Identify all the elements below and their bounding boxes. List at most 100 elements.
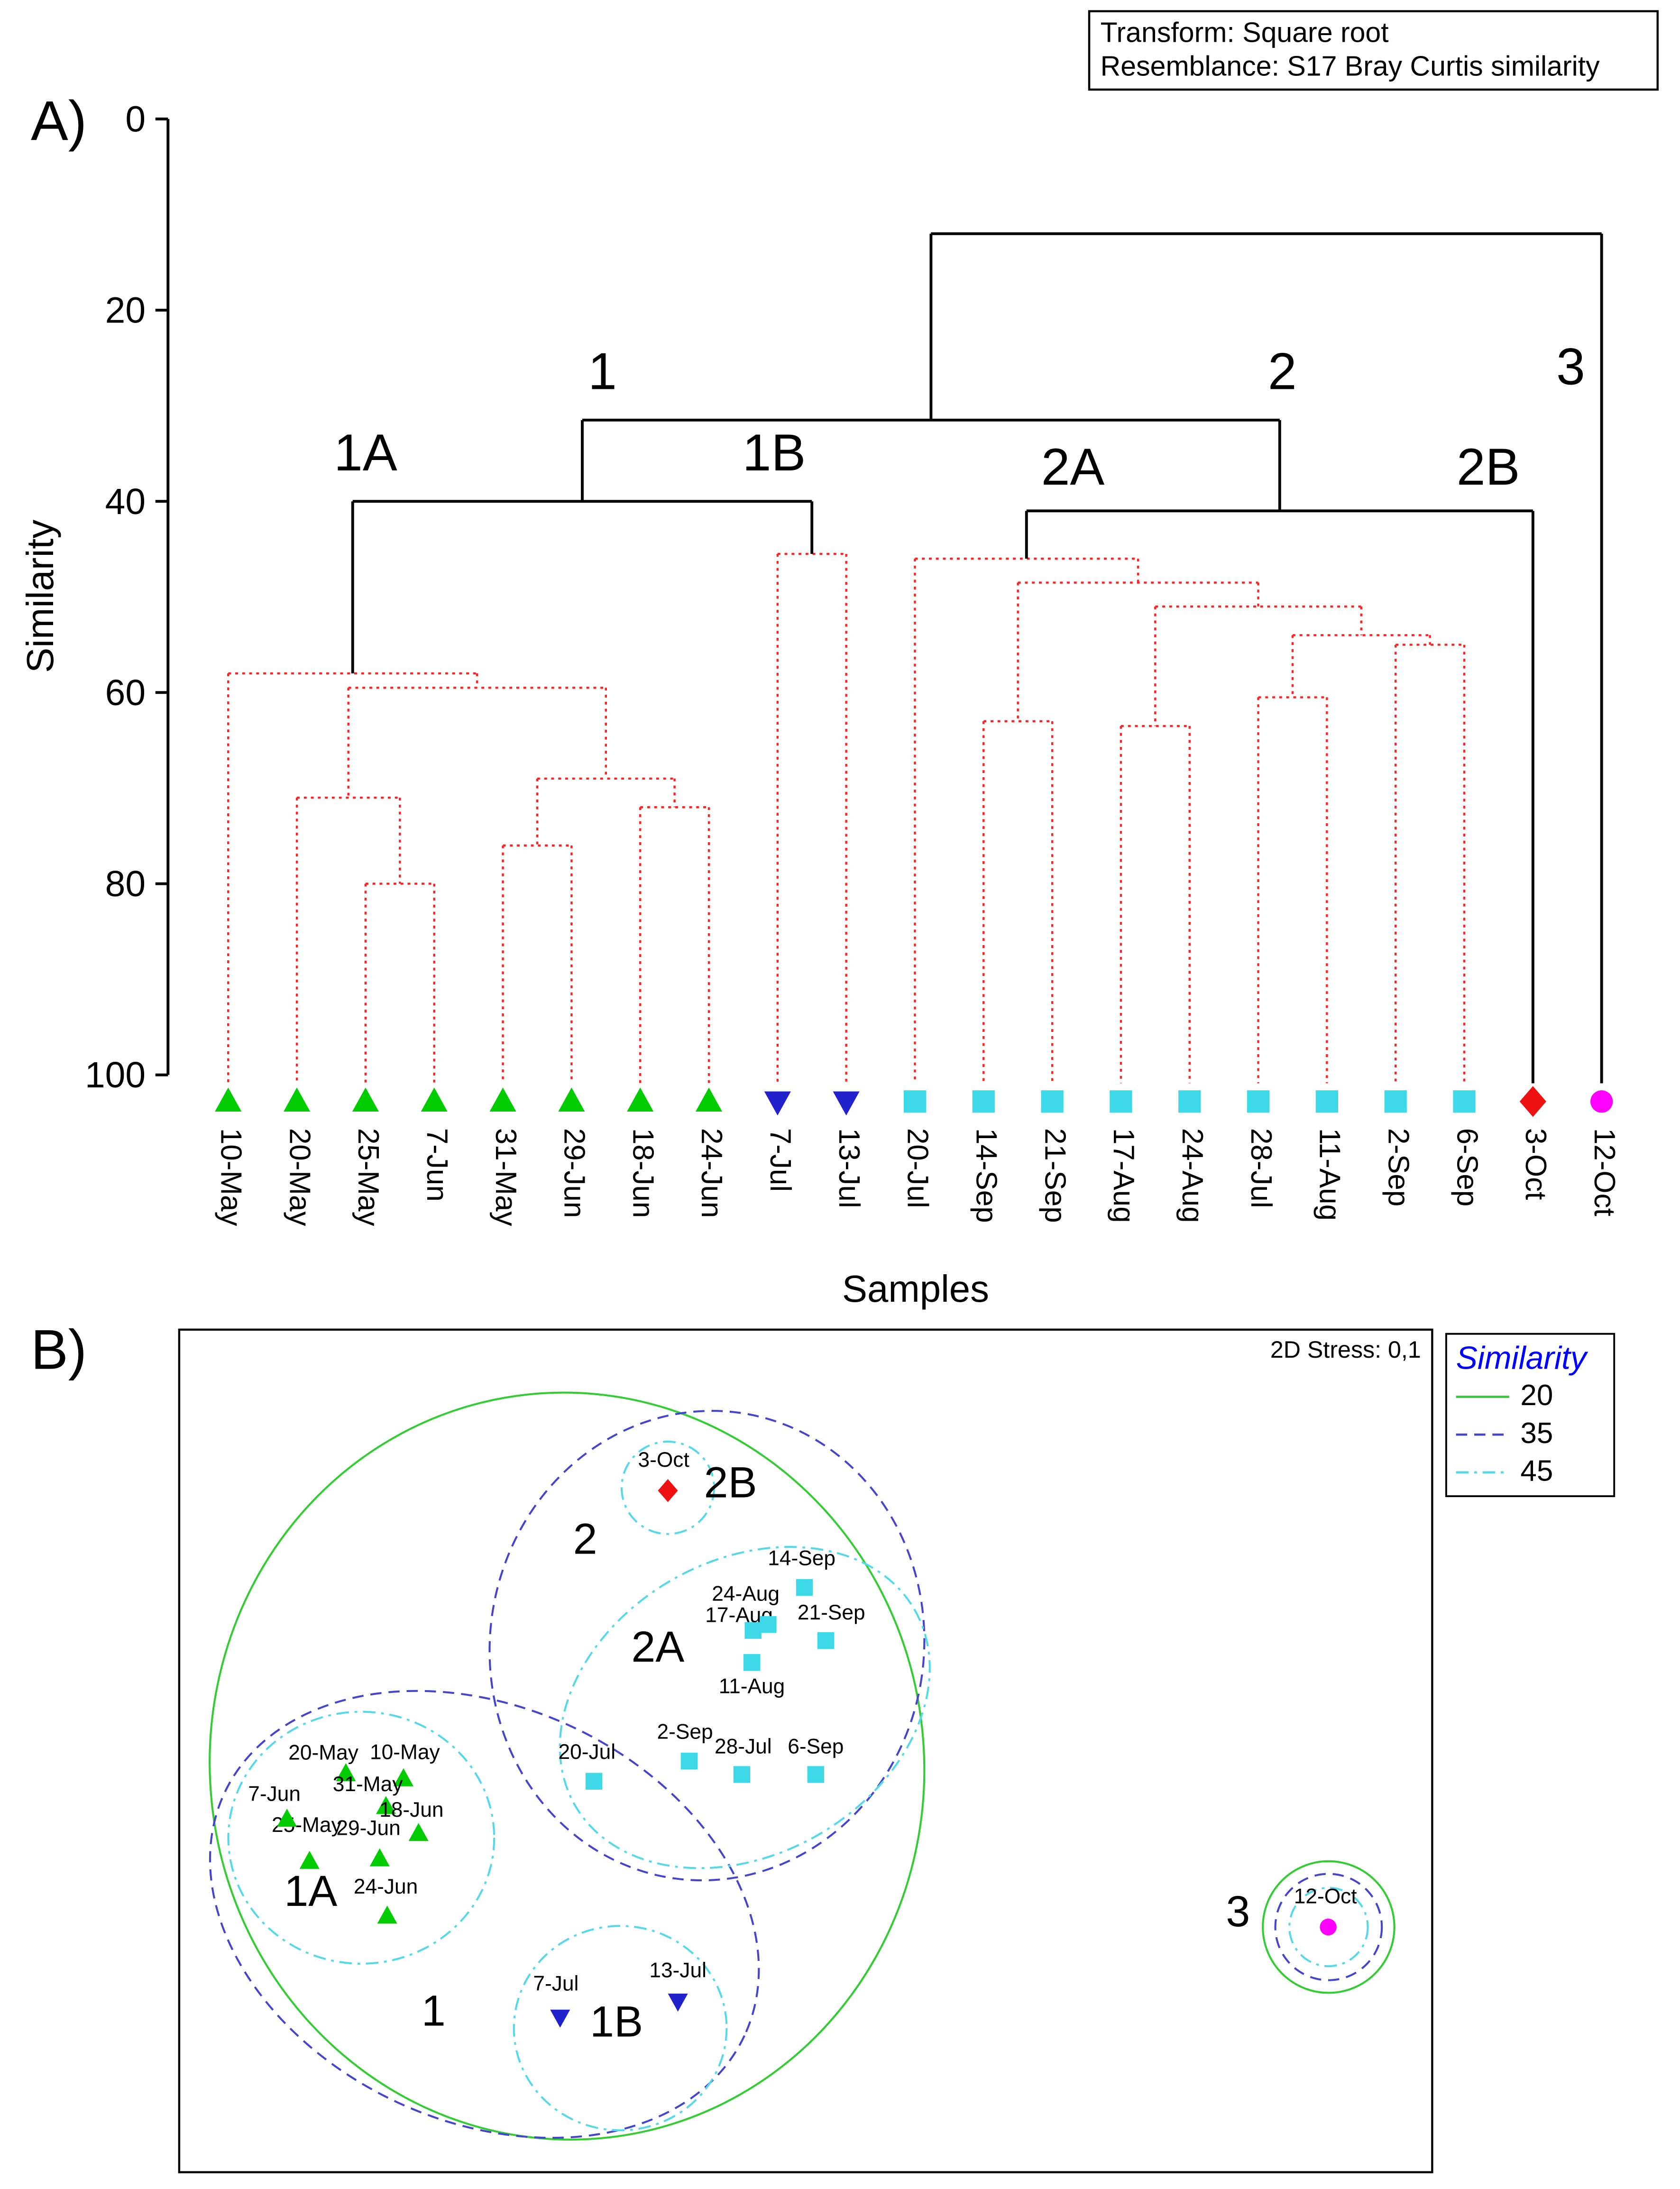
sample-marker — [284, 1087, 311, 1112]
sample-marker — [833, 1091, 860, 1116]
similarity-contour-45 — [559, 1545, 931, 1869]
mds-point-label: 28-Jul — [715, 1735, 772, 1758]
stress-label: 2D Stress: 0,1 — [1270, 1336, 1421, 1363]
similarity-contour-20 — [1262, 1860, 1395, 1994]
mds-point — [658, 1479, 678, 1502]
similarity-contour-45 — [620, 1440, 716, 1535]
sample-label: 31-May — [489, 1128, 522, 1226]
sample-marker — [1315, 1090, 1338, 1113]
mds-legend: Similarity 20 35 45 — [1445, 1333, 1616, 1497]
mds-point — [277, 1808, 297, 1827]
mds-point-label: 2-Sep — [657, 1720, 713, 1743]
sample-marker — [972, 1090, 995, 1113]
mds-point-label: 6-Sep — [788, 1735, 844, 1758]
y-axis-tick-label: 20 — [105, 291, 146, 331]
mds-point-label: 12-Oct — [1294, 1885, 1357, 1908]
sample-label: 10-May — [214, 1128, 247, 1226]
mds-point-label: 18-Jun — [379, 1798, 443, 1821]
mds-point — [393, 1768, 413, 1786]
mds-point — [377, 1905, 397, 1924]
panel-a-label: A) — [31, 90, 87, 152]
mds-point-label: 3-Oct — [638, 1448, 689, 1472]
y-axis-tick-label: 0 — [125, 99, 146, 139]
mds-point — [744, 1622, 762, 1639]
sample-label: 6-Sep — [1450, 1128, 1483, 1206]
cluster-label: 3 — [1226, 1887, 1250, 1936]
sample-label: 11-Aug — [1313, 1128, 1346, 1221]
legend-border — [1445, 1333, 1616, 1497]
mds-point-label: 24-Jun — [354, 1875, 418, 1898]
mds-point-label: 31-May — [333, 1773, 403, 1796]
sample-marker — [1590, 1090, 1613, 1113]
mds-point-label: 10-May — [370, 1741, 440, 1764]
sample-label: 2-Sep — [1382, 1128, 1414, 1206]
mds-point-label: 13-Jul — [649, 1959, 707, 1982]
cluster-label: 1B — [590, 1998, 643, 2046]
y-axis-tick-label: 40 — [105, 482, 146, 522]
mds-point — [299, 1850, 320, 1869]
mds-point — [369, 1848, 390, 1867]
annotation-box-border — [1088, 10, 1659, 91]
sample-label: 20-May — [283, 1128, 316, 1226]
cluster-label: 2 — [573, 1515, 597, 1563]
sample-label: 17-Aug — [1107, 1128, 1140, 1223]
sample-marker — [215, 1087, 242, 1112]
sample-marker — [489, 1087, 516, 1112]
sample-marker — [421, 1087, 448, 1112]
transform-note: Transform: Square root — [1101, 17, 1389, 48]
cluster-label: 2A — [631, 1623, 684, 1671]
mds-point — [336, 1763, 356, 1782]
legend-entry-label: 20 — [1520, 1379, 1553, 1412]
sample-marker — [1041, 1090, 1064, 1113]
sample-marker — [352, 1087, 379, 1112]
cluster-label: 1B — [743, 424, 806, 482]
sample-marker — [903, 1090, 927, 1113]
mds-point — [668, 1993, 688, 2012]
mds-point — [807, 1766, 825, 1783]
sample-label: 3-Oct — [1519, 1128, 1552, 1200]
y-axis-tick-label: 100 — [85, 1055, 146, 1095]
sample-marker — [764, 1091, 791, 1116]
sample-label: 12-Oct — [1588, 1128, 1621, 1216]
mds-point-label: 11-Aug — [719, 1675, 785, 1698]
mds-point-label: 7-Jun — [248, 1783, 301, 1806]
sample-marker — [1110, 1090, 1132, 1113]
similarity-contour-20 — [209, 1391, 926, 2141]
sample-label: 14-Sep — [970, 1128, 1003, 1223]
similarity-contour-45 — [227, 1711, 496, 1965]
similarity-contour-45 — [1288, 1886, 1369, 1968]
mds-point-label: 20-Jul — [559, 1740, 616, 1764]
sample-label: 28-Jul — [1245, 1128, 1277, 1208]
y-axis-title: Similarity — [19, 520, 61, 673]
mds-point-label: 21-Sep — [798, 1601, 865, 1624]
sample-marker — [1453, 1090, 1476, 1113]
legend-entry-label: 35 — [1520, 1417, 1553, 1450]
x-axis-title: Samples — [842, 1268, 989, 1310]
similarity-contour-35 — [1274, 1873, 1383, 1981]
mds-point — [743, 1654, 761, 1671]
sample-label: 20-Jul — [901, 1128, 934, 1208]
cluster-label: 3 — [1556, 338, 1585, 395]
sample-label: 13-Jul — [833, 1128, 865, 1208]
cluster-label: 2A — [1041, 438, 1105, 496]
mds-point — [376, 1796, 396, 1814]
similarity-contour-35 — [488, 1410, 926, 1882]
cluster-label: 1 — [422, 1987, 446, 2035]
mds-point-label: 20-May — [288, 1741, 358, 1765]
mds-point-label: 14-Sep — [768, 1546, 835, 1570]
mds-point — [408, 1823, 429, 1841]
mds-point — [760, 1616, 777, 1633]
sample-label: 25-May — [352, 1128, 385, 1226]
cluster-label: 2 — [1268, 342, 1297, 400]
annotation-box: Transform: Square root Resemblance: S17 … — [1088, 10, 1659, 91]
sample-marker — [627, 1087, 654, 1112]
sample-marker — [1247, 1090, 1270, 1113]
similarity-contour-45 — [513, 1925, 728, 2132]
mds-point — [680, 1752, 698, 1770]
mds-point — [817, 1632, 835, 1649]
legend-entry-label: 45 — [1520, 1455, 1553, 1488]
panel-b-label: B) — [31, 1318, 87, 1381]
mds-point-label: 7-Jul — [533, 1972, 578, 1996]
resemblance-note: Resemblance: S17 Bray Curtis similarity — [1101, 50, 1600, 82]
